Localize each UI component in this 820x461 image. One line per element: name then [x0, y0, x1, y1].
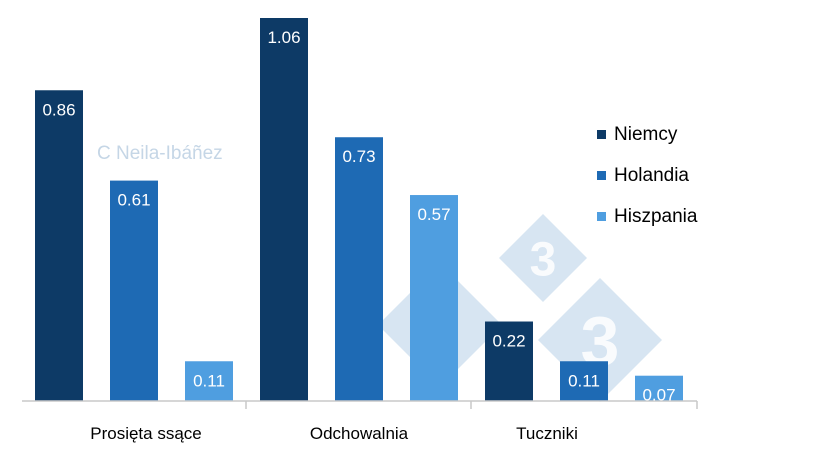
category-label: Prosięta ssące [90, 424, 202, 443]
bar-niemcy-1 [260, 18, 308, 401]
bar-hiszpania-0 [185, 361, 233, 401]
legend-swatch [597, 130, 606, 139]
credit-watermark: C Neila-Ibáñez [97, 143, 223, 164]
bars [35, 18, 683, 402]
watermark-logo: 333 [378, 214, 662, 402]
category-label: Odchowalnia [310, 424, 409, 443]
bar-holandia-1 [335, 137, 383, 402]
bar-value-label: 0.07 [642, 386, 675, 405]
watermark-diamond-shape [499, 214, 587, 302]
watermark-diamond: 3 [499, 214, 587, 302]
bar-holandia-2 [560, 361, 608, 401]
bar-holandia-0 [110, 180, 158, 401]
bar-niemcy-2 [485, 321, 533, 401]
legend-swatch [597, 171, 606, 180]
legend-label: Hiszpania [614, 206, 698, 227]
watermark-digit: 3 [530, 233, 557, 286]
legend: Niemcy Holandia Hiszpania [597, 124, 698, 227]
bar-value-label: 0.11 [568, 371, 600, 390]
legend-label: Holandia [614, 165, 689, 186]
category-label: Tuczniki [516, 424, 578, 443]
bar-niemcy-0 [35, 90, 83, 401]
bar-hiszpania-1 [410, 195, 458, 401]
legend-swatch [597, 212, 606, 221]
bar-hiszpania-2 [635, 375, 683, 401]
bar-value-label: 0.61 [117, 191, 150, 210]
bar-value-label: 1.06 [267, 28, 300, 47]
bar-value-label: 0.22 [492, 332, 525, 351]
bar-value-label: 0.86 [42, 100, 75, 119]
x-axis-ticks [245, 401, 698, 409]
legend-label: Niemcy [614, 124, 678, 145]
value-labels: 0.86 0.61 0.11 1.06 0.73 0.57 0.22 0.11 0.07 [42, 28, 675, 405]
bar-value-label: 0.11 [193, 371, 225, 390]
bar-value-label: 0.57 [417, 205, 450, 224]
bar-value-label: 0.73 [342, 147, 375, 166]
category-labels: Prosięta ssące Odchowalnia Tuczniki [90, 424, 578, 443]
